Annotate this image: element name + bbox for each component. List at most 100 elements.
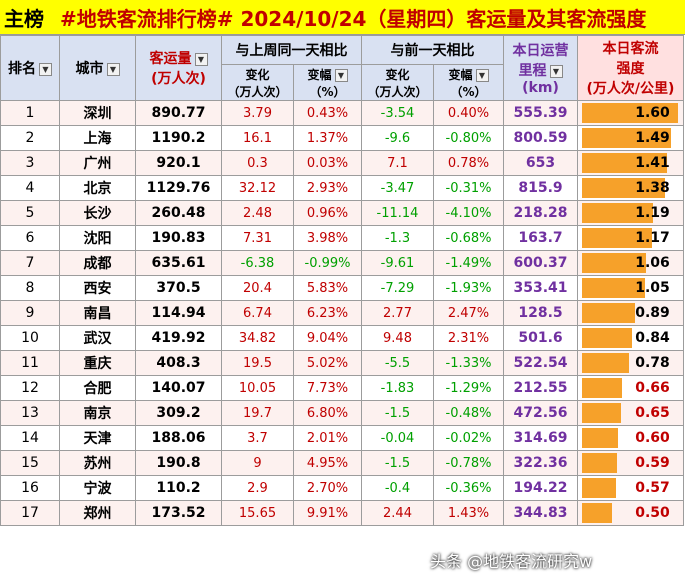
intensity-cell: 0.60 [577, 425, 684, 451]
table-row: 12 合肥 140.07 10.05 7.73% -1.83 -1.29% 212.55 0.6… [0, 375, 684, 401]
km-cell: 163.7 [503, 225, 578, 251]
intensity-bar [582, 353, 629, 373]
intensity-bar [582, 228, 652, 248]
table-row: 17 郑州 173.52 15.65 9.91% 2.44 1.43% 344.83 0.50 [0, 500, 684, 526]
volume-cell: 370.5 [135, 275, 222, 301]
day-change-cell: -5.5 [361, 350, 434, 376]
week-change-cell: 32.12 [221, 175, 294, 201]
day-pct-cell: -0.68% [433, 225, 504, 251]
table-row: 16 宁波 110.2 2.9 2.70% -0.4 -0.36% 194.22 0.57 [0, 475, 684, 501]
day-change-cell: -3.54 [361, 100, 434, 126]
filter-dropdown-icon[interactable]: ▼ [549, 64, 563, 78]
city-cell: 重庆 [59, 350, 136, 376]
rank-cell: 13 [0, 400, 60, 426]
rank-cell: 4 [0, 175, 60, 201]
title-text: #地铁客流排行榜# 2024/10/24（星期四）客运量及其客流强度 [60, 7, 647, 31]
table-row: 10 武汉 419.92 34.82 9.04% 9.48 2.31% 501.6 0.84 [0, 325, 684, 351]
rank-cell: 10 [0, 325, 60, 351]
city-cell: 西安 [59, 275, 136, 301]
volume-cell: 309.2 [135, 400, 222, 426]
km-cell: 472.56 [503, 400, 578, 426]
volume-cell: 260.48 [135, 200, 222, 226]
km-cell: 653 [503, 150, 578, 176]
table-row: 14 天津 188.06 3.7 2.01% -0.04 -0.02% 314.69 0.60 [0, 425, 684, 451]
rank-cell: 7 [0, 250, 60, 276]
volume-cell: 110.2 [135, 475, 222, 501]
intensity-value: 1.17 [635, 230, 670, 246]
intensity-bar [582, 178, 665, 198]
intensity-bar [582, 153, 667, 173]
rank-cell: 9 [0, 300, 60, 326]
week-change-cell: 3.7 [221, 425, 294, 451]
day-pct-cell: 0.40% [433, 100, 504, 126]
intensity-bar [582, 503, 612, 523]
filter-dropdown-icon[interactable]: ▼ [194, 52, 208, 66]
table-row: 13 南京 309.2 19.7 6.80% -1.5 -0.48% 472.56 0.65 [0, 400, 684, 426]
rank-cell: 8 [0, 275, 60, 301]
intensity-bar [582, 328, 632, 348]
city-cell: 南昌 [59, 300, 136, 326]
week-pct-cell: 5.83% [293, 275, 362, 301]
day-change-cell: -1.83 [361, 375, 434, 401]
day-change-cell: -1.5 [361, 450, 434, 476]
day-change-cell: -7.29 [361, 275, 434, 301]
km-cell: 522.54 [503, 350, 578, 376]
day-change-cell: -11.14 [361, 200, 434, 226]
day-change-cell: 2.77 [361, 300, 434, 326]
table-row: 7 成都 635.61 -6.38 -0.99% -9.61 -1.49% 600.37 1.0… [0, 250, 684, 276]
intensity-value: 0.66 [635, 380, 670, 396]
filter-dropdown-icon[interactable]: ▼ [39, 62, 52, 76]
intensity-value: 1.19 [635, 205, 670, 221]
volume-cell: 190.83 [135, 225, 222, 251]
volume-cell: 173.52 [135, 500, 222, 526]
intensity-bar [582, 378, 622, 398]
day-change-cell: 9.48 [361, 325, 434, 351]
day-pct-cell: -0.31% [433, 175, 504, 201]
city-cell: 南京 [59, 400, 136, 426]
filter-dropdown-icon[interactable]: ▼ [475, 68, 489, 82]
week-pct-cell: 7.73% [293, 375, 362, 401]
volume-cell: 1190.2 [135, 125, 222, 151]
header-day-pct[interactable]: 变幅 ▼ （%） [433, 64, 504, 101]
day-pct-cell: -4.10% [433, 200, 504, 226]
intensity-value: 1.38 [635, 180, 670, 196]
intensity-value: 0.60 [635, 430, 670, 446]
intensity-cell: 0.78 [577, 350, 684, 376]
intensity-bar [582, 253, 646, 273]
header-intensity[interactable]: 本日客流 强度 (万人次/公里) [577, 35, 684, 101]
week-change-cell: 6.74 [221, 300, 294, 326]
week-pct-cell: 0.96% [293, 200, 362, 226]
header-volume[interactable]: 客运量 ▼ (万人次) [135, 35, 222, 101]
filter-dropdown-icon[interactable]: ▼ [334, 68, 348, 82]
header-week-pct[interactable]: 变幅 ▼ （%） [293, 64, 362, 101]
day-change-cell: -9.61 [361, 250, 434, 276]
day-change-cell: -1.5 [361, 400, 434, 426]
table-row: 5 长沙 260.48 2.48 0.96% -11.14 -4.10% 218.28 1.19 [0, 200, 684, 226]
rank-cell: 1 [0, 100, 60, 126]
header-week-change[interactable]: 变化 （万人次） [221, 64, 294, 101]
intensity-cell: 1.19 [577, 200, 684, 226]
intensity-value: 0.50 [635, 505, 670, 521]
volume-cell: 1129.76 [135, 175, 222, 201]
intensity-bar [582, 278, 645, 298]
intensity-cell: 0.50 [577, 500, 684, 526]
day-change-cell: 7.1 [361, 150, 434, 176]
header-city[interactable]: 城市 ▼ [59, 35, 136, 101]
watermark: 头条 @地铁客流研究w [430, 552, 593, 571]
rank-cell: 6 [0, 225, 60, 251]
day-pct-cell: -0.02% [433, 425, 504, 451]
week-change-cell: 9 [221, 450, 294, 476]
week-pct-cell: 5.02% [293, 350, 362, 376]
header-day-change[interactable]: 变化 （万人次） [361, 64, 434, 101]
city-cell: 沈阳 [59, 225, 136, 251]
city-cell: 宁波 [59, 475, 136, 501]
intensity-cell: 0.65 [577, 400, 684, 426]
header-rank[interactable]: 排名 ▼ [0, 35, 60, 101]
km-cell: 815.9 [503, 175, 578, 201]
week-change-cell: 2.9 [221, 475, 294, 501]
city-cell: 苏州 [59, 450, 136, 476]
header-km[interactable]: 本日运营 里程 ▼ (km) [503, 35, 578, 101]
intensity-value: 0.84 [635, 330, 670, 346]
intensity-cell: 0.84 [577, 325, 684, 351]
filter-dropdown-icon[interactable]: ▼ [106, 62, 120, 76]
